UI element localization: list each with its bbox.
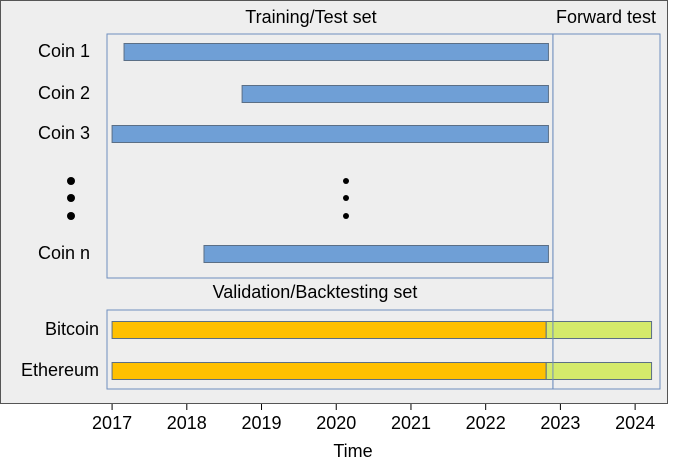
x-tick-label: 2019	[241, 413, 281, 433]
x-tick-label: 2018	[167, 413, 207, 433]
row-label: Coin 3	[38, 123, 90, 143]
bar	[111, 321, 547, 339]
bar	[545, 362, 653, 380]
row-label: Bitcoin	[45, 319, 99, 339]
row-label: Coin 2	[38, 83, 90, 103]
bar	[111, 362, 547, 380]
bar	[545, 321, 653, 339]
row-label: Coin n	[38, 243, 90, 263]
x-tick-label: 2021	[391, 413, 431, 433]
x-tick-label: 2022	[466, 413, 506, 433]
row-label: Coin 1	[38, 41, 90, 61]
bar	[123, 43, 549, 61]
bar	[203, 245, 549, 263]
forward-test-label: Forward test	[556, 7, 656, 27]
ellipsis	[67, 177, 349, 220]
group-label: Validation/Backtesting set	[213, 282, 418, 302]
bar	[241, 85, 549, 103]
x-tick-label: 2020	[316, 413, 356, 433]
group-label: Training/Test set	[245, 7, 376, 27]
x-tick-label: 2024	[615, 413, 655, 433]
x-tick-label: 2017	[92, 413, 132, 433]
forward-test-box	[552, 33, 661, 390]
bar	[111, 125, 549, 143]
row-label: Ethereum	[21, 360, 99, 380]
x-axis-label: Time	[333, 441, 372, 461]
x-tick-label: 2023	[540, 413, 580, 433]
